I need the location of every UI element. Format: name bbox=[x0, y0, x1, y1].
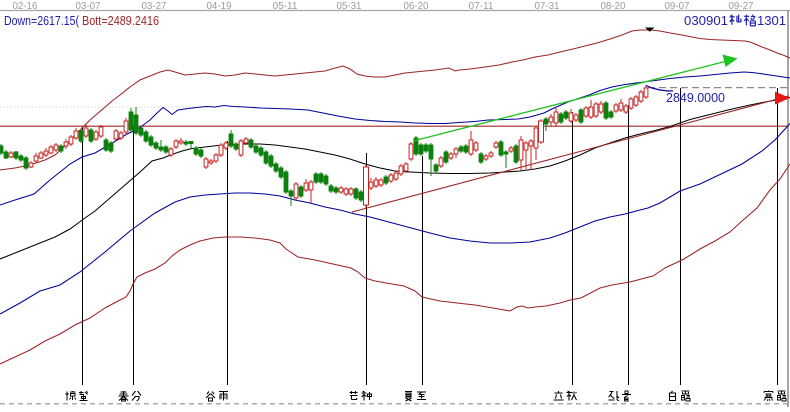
svg-text:09-07: 09-07 bbox=[665, 1, 690, 12]
svg-text:04-19: 04-19 bbox=[207, 1, 232, 12]
svg-text:02-16: 02-16 bbox=[13, 1, 38, 12]
svg-text:05-31: 05-31 bbox=[337, 1, 362, 12]
svg-text:08-20: 08-20 bbox=[601, 1, 626, 12]
svg-text:Bott=2489.2416: Bott=2489.2416 bbox=[82, 13, 159, 28]
svg-text:06-20: 06-20 bbox=[404, 1, 429, 12]
svg-text:03-27: 03-27 bbox=[142, 1, 167, 12]
svg-text:05-11: 05-11 bbox=[273, 1, 298, 12]
svg-text:2849.0000: 2849.0000 bbox=[666, 90, 725, 105]
svg-text:Down=2617.15(: Down=2617.15( bbox=[4, 13, 80, 28]
svg-text:07-31: 07-31 bbox=[535, 1, 560, 12]
svg-text:030901: 030901 bbox=[684, 13, 728, 28]
svg-text:07-11: 07-11 bbox=[469, 1, 494, 12]
svg-text:03-07: 03-07 bbox=[76, 1, 101, 12]
svg-text:09-27: 09-27 bbox=[729, 1, 754, 12]
svg-text:1301: 1301 bbox=[757, 13, 786, 28]
